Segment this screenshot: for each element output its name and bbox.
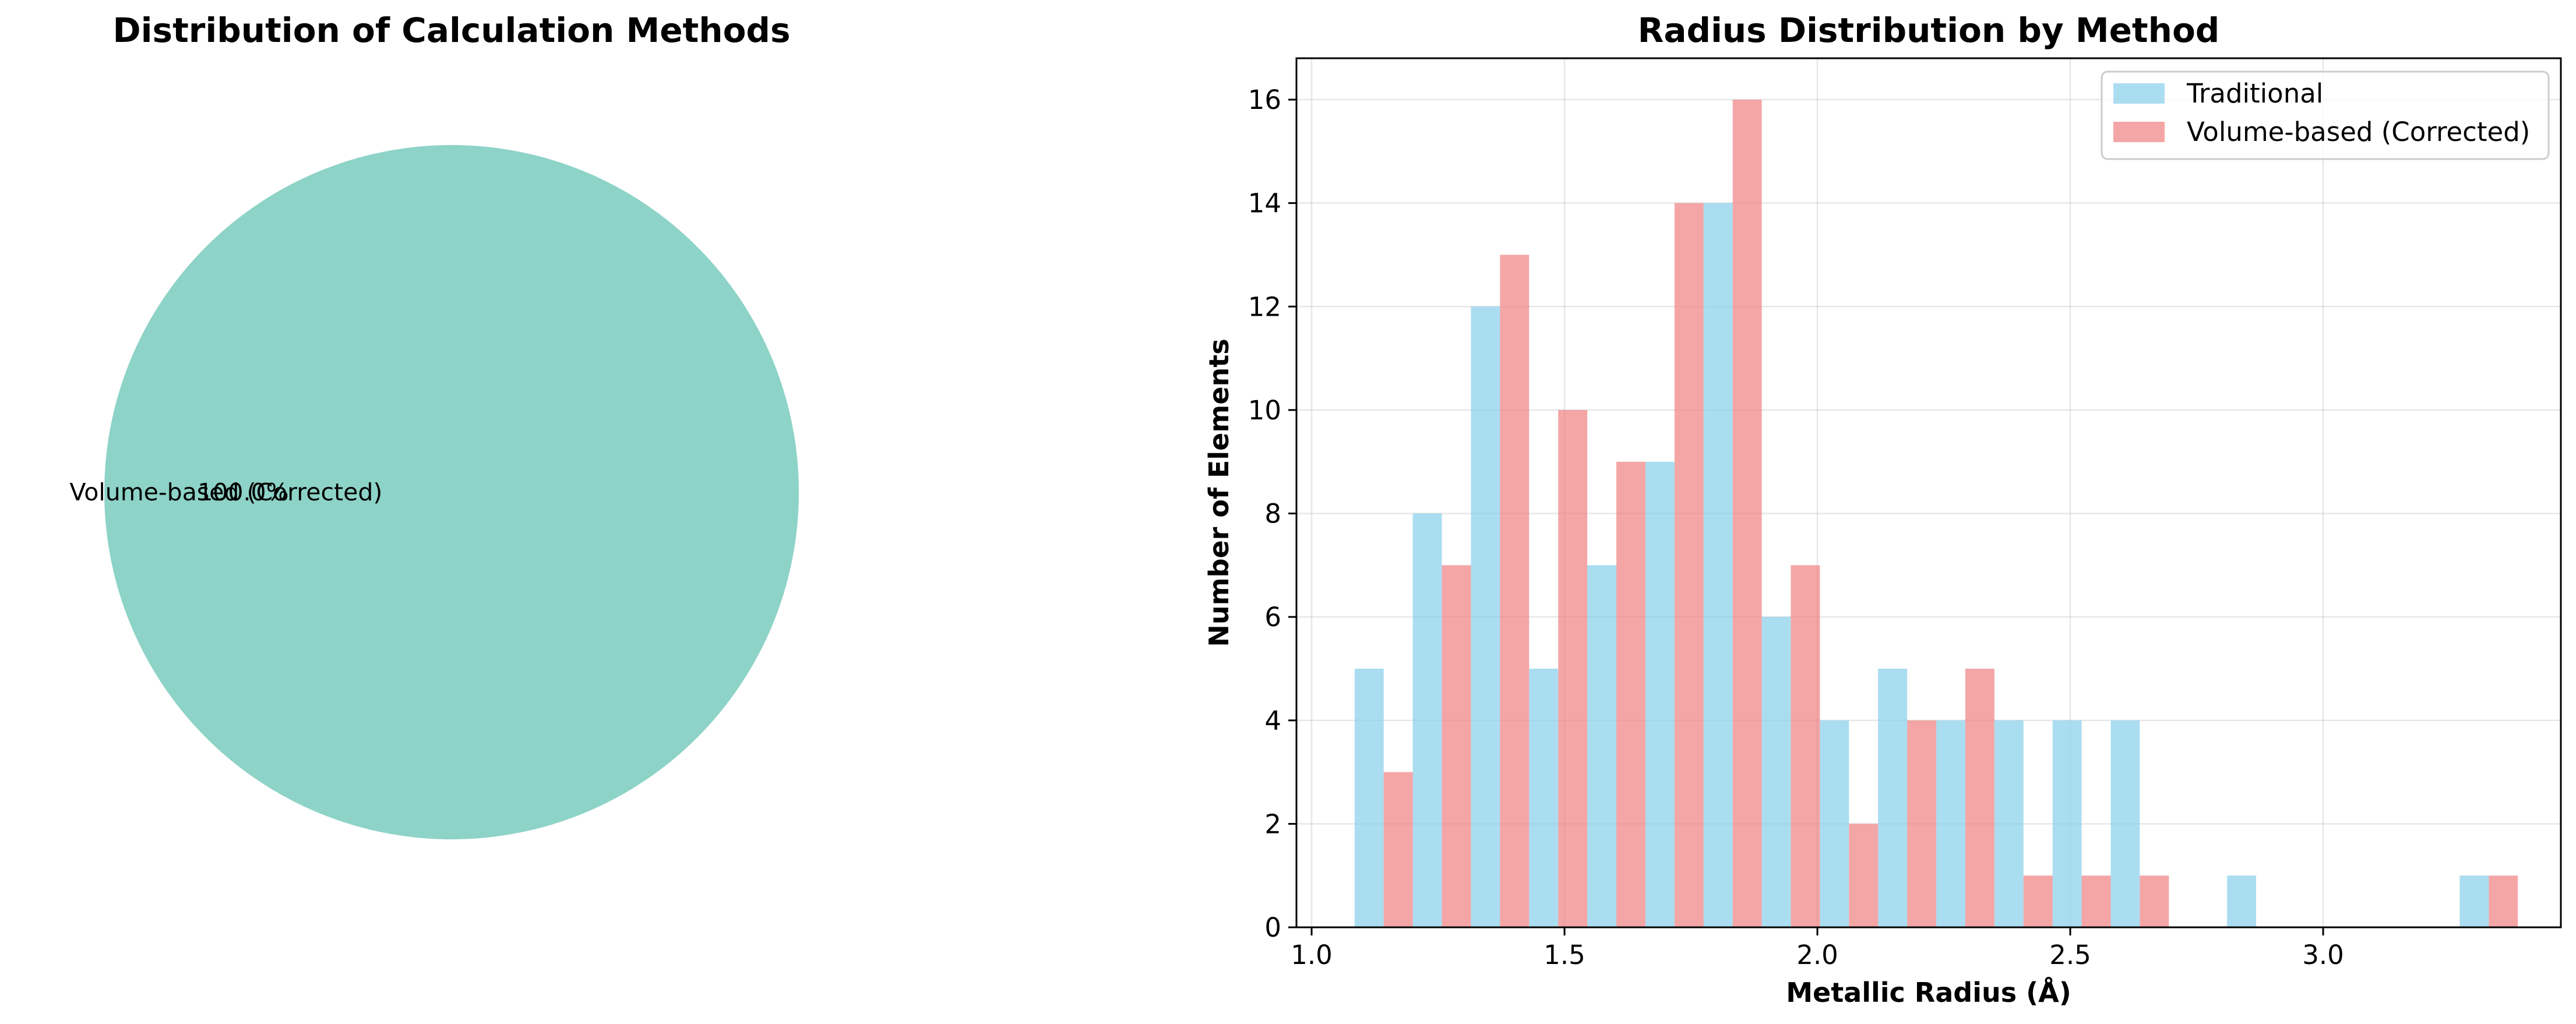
y-tick-label: 10 (1248, 395, 1281, 426)
bar-volume-based-corrected (1558, 409, 1588, 927)
bar-volume-based-corrected (2081, 875, 2111, 927)
x-tick-label: 3.0 (2302, 940, 2344, 970)
bar-volume-based-corrected (1383, 772, 1413, 927)
legend-label-volume-based: Volume-based (Corrected) (2187, 116, 2530, 147)
bar-traditional (1703, 203, 1733, 928)
bar-volume-based-corrected (1732, 100, 1762, 928)
bar-traditional (1645, 461, 1675, 927)
bar-traditional (1354, 668, 1384, 927)
x-tick-label: 2.5 (2049, 940, 2091, 970)
legend-swatch-traditional (2113, 83, 2165, 104)
bar-volume-based-corrected (1616, 461, 1645, 927)
x-tick-label: 1.0 (1291, 940, 1333, 970)
legend-swatch-volume-based (2113, 122, 2165, 142)
x-axis-ticks: 1.0 1.5 2.0 2.5 3.0 (1291, 927, 2344, 970)
bar-volume-based-corrected (1442, 565, 1471, 927)
y-tick-label: 0 (1264, 912, 1281, 943)
bar-volume-based-corrected (1907, 720, 1937, 927)
bar-volume-based-corrected (1674, 203, 1704, 928)
bar-chart-panel: Radius Distribution by Method 1.0 1.5 2.0 2… (1203, 10, 2562, 1008)
bar-traditional (1994, 720, 2024, 927)
legend: Traditional Volume-based (Corrected) (2101, 70, 2550, 160)
bar-volume-based-corrected (1500, 255, 1530, 927)
bar-traditional (1878, 668, 1908, 927)
plot-frame (1295, 57, 2562, 928)
bar-traditional (1587, 565, 1617, 927)
bar-marks (1354, 100, 2518, 928)
bar-chart-title: Radius Distribution by Method (1638, 10, 2220, 50)
y-tick-label: 16 (1248, 84, 1281, 115)
bar-traditional (1412, 513, 1442, 927)
bar-volume-based-corrected (2023, 875, 2053, 927)
y-tick-label: 2 (1264, 808, 1281, 839)
bar-volume-based-corrected (2489, 875, 2518, 927)
bar-traditional (1471, 306, 1500, 928)
y-tick-label: 4 (1264, 705, 1281, 736)
pie-slices (104, 145, 799, 839)
bar-volume-based-corrected (1965, 668, 1994, 927)
pie-chart-title: Distribution of Calculation Methods (113, 10, 791, 50)
bar-volume-based-corrected (1791, 565, 1820, 927)
pie-slice-labels: Volume-based (Corrected)100.0% (69, 478, 382, 506)
pie-chart-panel: Distribution of Calculation Methods Volu… (69, 10, 799, 839)
bar-traditional (2227, 875, 2257, 927)
legend-frame (2101, 70, 2550, 160)
x-tick-label: 1.5 (1544, 940, 1585, 970)
pie-slice-volume-based-corrected (104, 145, 799, 839)
pie-slice-percent: 100.0% (198, 478, 288, 506)
y-axis-ticks: 0 2 4 6 8 10 12 14 16 (1248, 84, 1296, 943)
x-tick-label: 2.0 (1796, 940, 1838, 970)
y-tick-label: 14 (1248, 188, 1281, 219)
bar-traditional (2459, 875, 2489, 927)
bar-volume-based-corrected (2140, 875, 2169, 927)
y-axis-label: Number of Elements (1203, 338, 1235, 647)
bar-volume-based-corrected (1849, 824, 1879, 927)
x-axis-label: Metallic Radius (Å) (1786, 977, 2071, 1008)
bar-traditional (2052, 720, 2082, 927)
bar-traditional (1529, 668, 1559, 927)
y-tick-label: 8 (1264, 499, 1281, 529)
pie-slice-label: Volume-based (Corrected) (69, 478, 382, 506)
bar-traditional (2110, 720, 2140, 927)
bar-traditional (1761, 617, 1791, 927)
bar-traditional (1936, 720, 1965, 927)
y-tick-label: 6 (1264, 602, 1281, 633)
y-tick-label: 12 (1248, 291, 1281, 322)
legend-label-traditional: Traditional (2186, 78, 2323, 109)
bar-traditional (1820, 720, 1849, 927)
